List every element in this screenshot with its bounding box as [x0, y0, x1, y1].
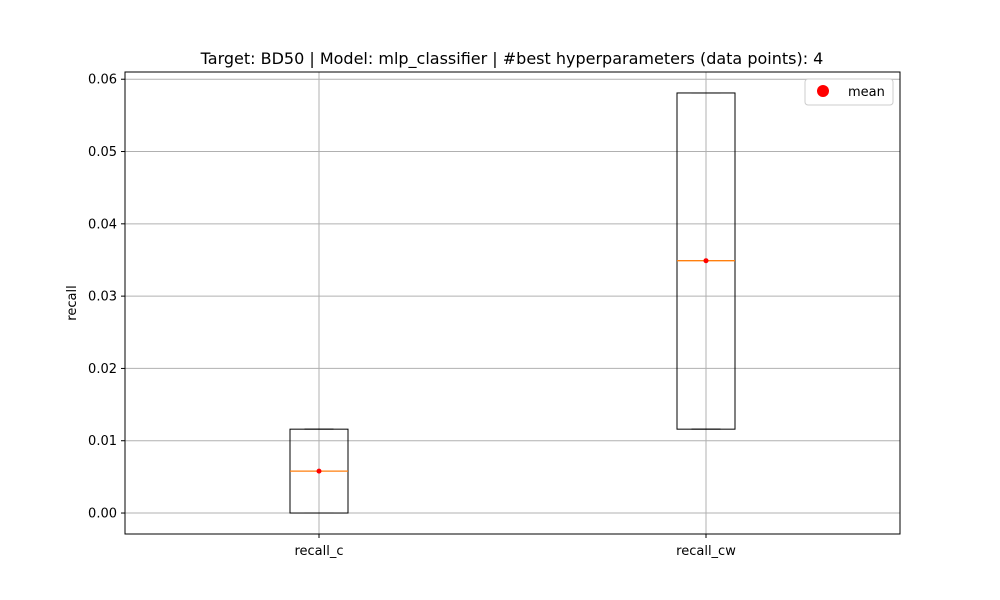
box-recall_c [289, 428, 349, 514]
legend: mean [804, 78, 894, 106]
chart-title: Target: BD50 | Model: mlp_classifier | #… [200, 49, 824, 69]
x-tick-label: recall_cw [676, 544, 736, 559]
box-recall_cw [676, 92, 736, 430]
y-tick-label: 0.01 [88, 434, 117, 449]
y-tick-label: 0.06 [88, 73, 117, 88]
y-tick-label: 0.03 [88, 290, 117, 305]
y-tick-label: 0.02 [88, 362, 117, 377]
y-tick-label: 0.00 [88, 507, 117, 522]
y-axis-ticks: 0.00 0.01 0.02 0.03 0.04 0.05 0.06 [88, 73, 125, 522]
x-axis-ticks: recall_c recall_cw [294, 534, 736, 559]
y-tick-label: 0.04 [88, 217, 117, 232]
grid-lines [125, 72, 900, 534]
x-tick-label: recall_c [294, 544, 343, 559]
legend-frame [804, 78, 894, 106]
y-tick-label: 0.05 [88, 145, 117, 160]
mean-point [316, 468, 322, 474]
legend-mean-marker [817, 85, 829, 97]
mean-point [703, 258, 709, 264]
box-series [289, 92, 736, 514]
y-axis-label: recall [65, 285, 80, 320]
plot-frame [124, 71, 901, 535]
legend-mean-label: mean [848, 85, 885, 100]
